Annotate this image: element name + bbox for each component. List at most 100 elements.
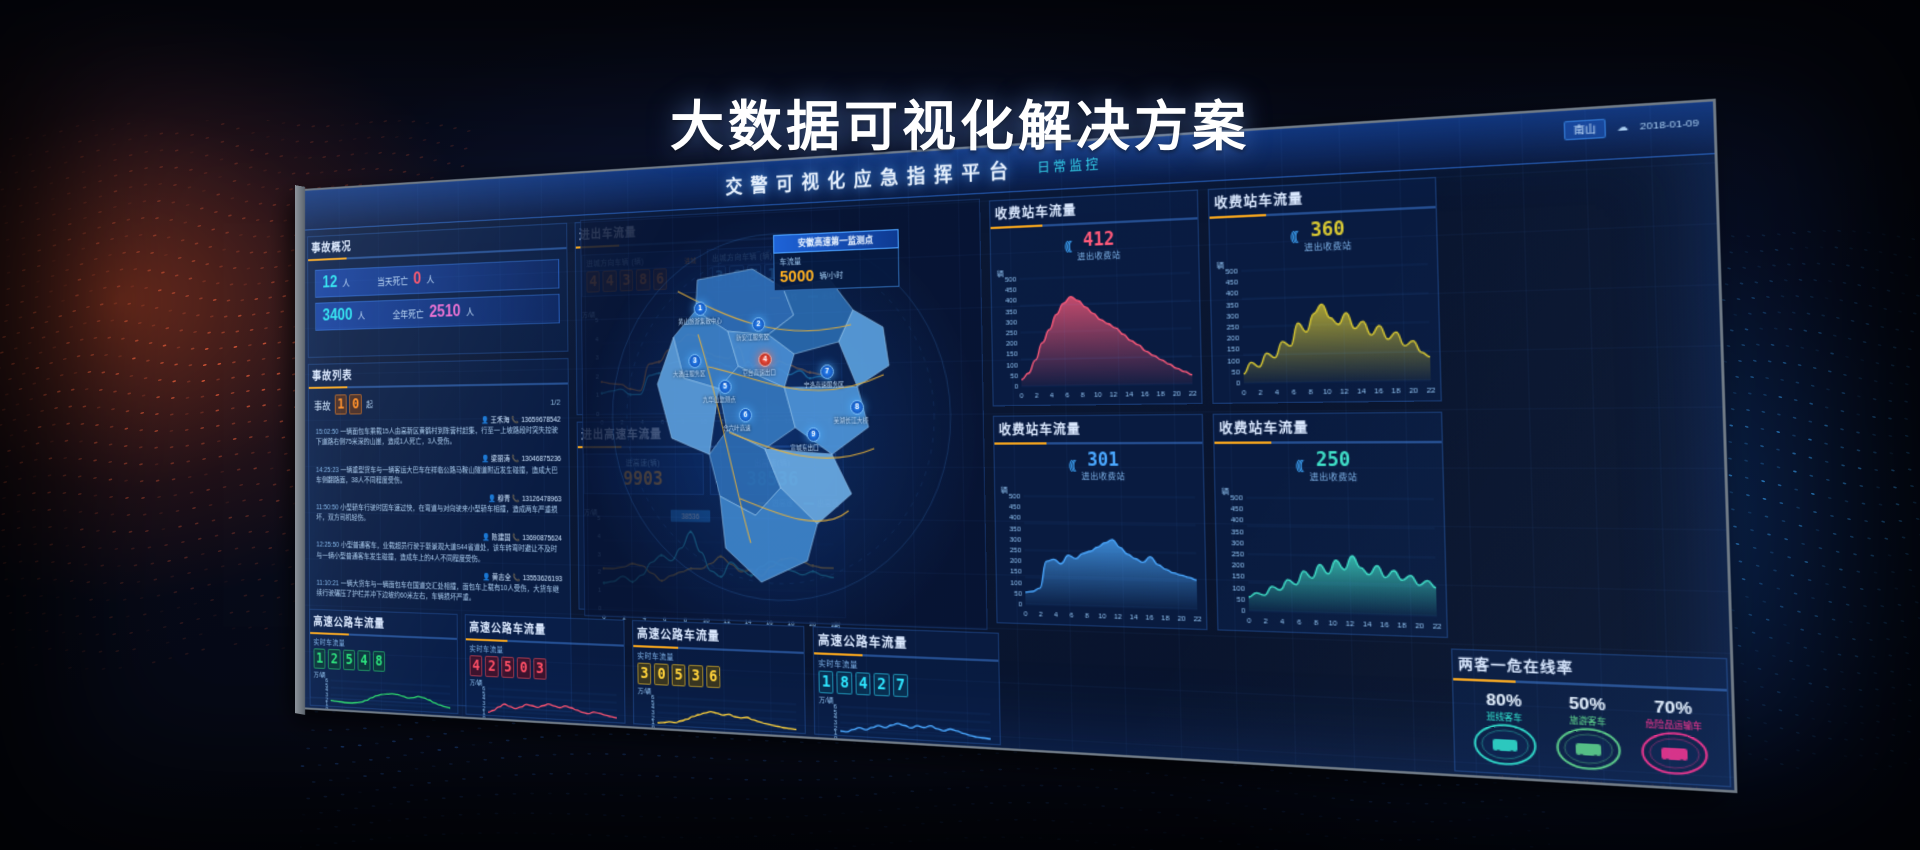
svg-text:8: 8 <box>533 727 536 734</box>
reporter-phone: 📞 13126478963 <box>510 496 561 504</box>
map-marker[interactable]: 6 <box>739 408 752 422</box>
accident-list-item[interactable]: 👤 陈建国 📞 13690875624 12:25:50 小型普通客车，业载超员行… <box>316 531 562 567</box>
digit: 5 <box>671 664 685 687</box>
svg-text:300: 300 <box>1006 319 1018 326</box>
svg-text:0: 0 <box>1247 618 1252 626</box>
svg-text:22: 22 <box>1189 391 1197 399</box>
svg-text:300: 300 <box>1231 540 1244 548</box>
accident-count-digits: 10 <box>335 394 362 415</box>
online-rate-gauge: 80% 班线客车 班线客车 50000 <box>1464 689 1546 794</box>
toll-station-panel: 收费站车流量(((412 进出收费站 500 450 400 350 300 250 200 15… <box>989 189 1203 406</box>
svg-text:2: 2 <box>668 735 671 742</box>
map-marker-label: 芜湖长江大桥 <box>834 416 869 425</box>
svg-text:300: 300 <box>1010 537 1022 544</box>
toll-label: 进出收费站 <box>1304 240 1352 254</box>
dashboard-screen: 交警可视化应急指挥平台 日常监控 南山 ☁ 2018-01-09 事故概况 12… <box>299 99 1738 793</box>
svg-text:250: 250 <box>1227 324 1240 332</box>
svg-text:8: 8 <box>1314 620 1318 628</box>
svg-text:400: 400 <box>1231 518 1244 526</box>
svg-text:22: 22 <box>1193 616 1201 624</box>
svg-text:辆: 辆 <box>1222 486 1230 496</box>
svg-text:200: 200 <box>1227 336 1240 344</box>
svg-text:0: 0 <box>1241 608 1246 616</box>
svg-text:4: 4 <box>1275 390 1280 398</box>
svg-text:6: 6 <box>879 747 883 754</box>
accident-text: 小型普通客车，业载超员行驶于新景观大道S44省道处，该车转弯时避让不及时与一辆小… <box>316 542 557 563</box>
reporter-name: 王禾海 <box>491 417 510 424</box>
accident-time: 15:02:50 <box>316 429 341 436</box>
svg-text:12: 12 <box>554 728 560 735</box>
svg-text:0: 0 <box>656 734 660 741</box>
bus-icon <box>1470 721 1540 769</box>
svg-text:250: 250 <box>1010 547 1022 554</box>
toll-value: 360 <box>1303 217 1351 241</box>
svg-text:400: 400 <box>1009 515 1021 522</box>
digit: 6 <box>706 666 721 689</box>
svg-text:0: 0 <box>482 715 486 722</box>
svg-text:250: 250 <box>1232 551 1245 559</box>
svg-text:4: 4 <box>865 747 869 754</box>
svg-text:10: 10 <box>543 727 550 734</box>
map-panel[interactable]: 1 黄山旅游集散中心 2 新安江服务区 3 大潘庄服务区 4 京台高速出口 5 九华山监测点 6 合六… <box>580 199 987 630</box>
map-marker[interactable]: 5 <box>718 380 731 394</box>
accident-text: 一辆大货车与一辆面包车在国道交汇处相撞，面包车上载有10人受伤，大货车继续行驶碾… <box>317 580 560 602</box>
svg-text:12: 12 <box>1110 392 1118 399</box>
summary-count-unit: 人 <box>358 309 366 322</box>
svg-text:时: 时 <box>617 730 623 739</box>
map-marker[interactable]: 8 <box>850 400 864 415</box>
accident-list-item[interactable]: 👤 王禾海 📞 13659678542 15:02:50 一辆面包车乘载15人由高… <box>316 415 561 448</box>
map-marker[interactable]: 9 <box>807 427 821 442</box>
toll-label: 进出收费站 <box>1309 471 1357 484</box>
svg-text:300: 300 <box>1226 313 1239 321</box>
accident-list-pager[interactable]: 1/2 <box>550 397 560 407</box>
svg-text:8: 8 <box>1085 613 1089 620</box>
accident-time: 11:50:50 <box>316 504 340 511</box>
tooltip-value: 5000 <box>780 266 815 286</box>
signal-icon: ((( <box>1064 240 1070 254</box>
svg-text:12: 12 <box>1346 621 1355 629</box>
map-marker-label: 合六叶高速 <box>723 423 751 432</box>
gauge-count: 50000 <box>1467 784 1547 793</box>
svg-text:100: 100 <box>1006 362 1018 369</box>
svg-text:14: 14 <box>742 739 750 746</box>
svg-text:2: 2 <box>1264 618 1268 626</box>
svg-text:2: 2 <box>852 746 856 753</box>
accident-list-item[interactable]: 👤 穆青 📞 13126478963 11:50:50 小型轿车行驶时因车速过快，… <box>316 493 562 527</box>
person-icon: 👤 <box>482 534 492 541</box>
svg-text:400: 400 <box>1226 291 1239 299</box>
digit: 2 <box>874 673 890 697</box>
svg-text:14: 14 <box>1130 614 1139 622</box>
map-marker-label: 大潘庄服务区 <box>673 369 706 378</box>
accident-list-item[interactable]: 👤 黄志全 📞 13553626193 11:10:21 一辆大货车与一辆面包车在… <box>316 568 562 607</box>
svg-text:500: 500 <box>1009 494 1021 501</box>
toll-value: 301 <box>1081 449 1125 471</box>
svg-text:100: 100 <box>1232 585 1245 593</box>
svg-text:16: 16 <box>1141 391 1149 398</box>
accident-list-item[interactable]: 👤 梁丽涛 📞 13046875236 14:25:23 一辆重型货车与一辆客运大… <box>316 455 562 487</box>
digit: 0 <box>517 657 530 679</box>
digit: 1 <box>335 394 347 414</box>
digit: 5 <box>343 650 355 671</box>
svg-text:16: 16 <box>945 751 952 759</box>
summary-value: 2510 <box>429 303 461 323</box>
highway-chart: 6 5 4 3 2 1 0 万/辆 0 2 4 6 8 10 12 14 16 18 20 22 时 <box>634 684 805 758</box>
highway-traffic-panel: 高速公路车流量 实时车流量 4 2 5 0 3 6 5 4 3 2 1 0 万/辆 0 2 4 6 8 10 12 14 16… <box>465 614 626 724</box>
toll-chart: 500 450 400 350 300 250 200 150 100 50 0 辆 0 2 4 6 8 10 12… <box>1210 249 1440 407</box>
svg-text:100: 100 <box>1227 358 1240 366</box>
toll-kpi: (((301 进出收费站 <box>994 444 1203 483</box>
svg-text:200: 200 <box>1010 558 1022 565</box>
digit: 2 <box>328 649 340 670</box>
accident-summary-row: 12 人当天死亡 0 人 <box>315 259 560 298</box>
accident-count-unit: 起 <box>366 398 373 409</box>
digit: 1 <box>818 670 833 693</box>
svg-text:8: 8 <box>1081 392 1085 399</box>
svg-text:2: 2 <box>498 725 501 732</box>
svg-text:18: 18 <box>1392 388 1401 396</box>
person-icon: 👤 <box>481 417 491 424</box>
svg-text:14: 14 <box>403 719 410 726</box>
svg-text:0: 0 <box>487 724 491 731</box>
svg-text:时: 时 <box>991 752 998 762</box>
svg-text:500: 500 <box>1225 268 1238 276</box>
svg-text:0: 0 <box>1014 384 1019 391</box>
svg-text:18: 18 <box>590 730 596 737</box>
